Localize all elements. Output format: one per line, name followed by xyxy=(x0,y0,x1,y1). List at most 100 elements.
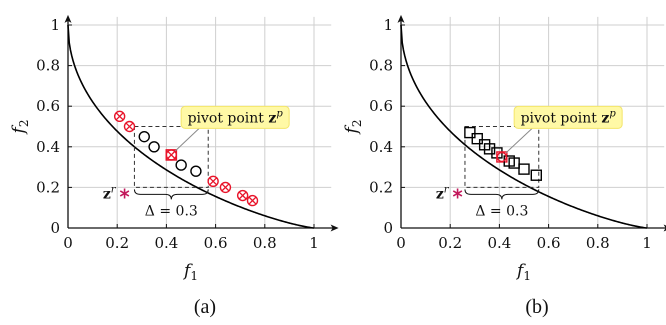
reference-label: zr xyxy=(436,184,450,202)
delta-brace xyxy=(133,189,209,200)
y-axis-label-sub: 2 xyxy=(17,120,31,128)
preference-box xyxy=(464,126,540,188)
reference-star-stroke xyxy=(452,190,463,197)
solution-point xyxy=(464,126,476,139)
x-tick-label: 0.6 xyxy=(204,234,228,252)
y-axis-label-main: f xyxy=(342,124,362,135)
cross-stroke xyxy=(209,177,218,186)
x-tick-label: 0.8 xyxy=(586,234,610,252)
y-tick-label: 0.4 xyxy=(36,138,60,156)
x-axis-arrow xyxy=(330,224,339,232)
pivot-point-marker xyxy=(165,149,178,161)
reference-label-main: z xyxy=(436,186,444,202)
pivot-label-sup: p xyxy=(609,108,616,119)
reference-point-marker xyxy=(119,188,130,199)
y-tick-label: 0.8 xyxy=(36,57,60,75)
pivot-callout-box xyxy=(513,105,623,129)
pivot-callout-pointer xyxy=(505,127,533,154)
selected-cross xyxy=(125,122,134,131)
reference-point-marker xyxy=(452,188,463,199)
y-tick-label: 0.2 xyxy=(36,178,60,196)
pivot-label-sup: p xyxy=(276,108,283,119)
pivot-label-z: z xyxy=(268,110,276,126)
y-tick-label: 0.2 xyxy=(369,178,393,196)
y-axis-label-sub: 2 xyxy=(350,120,364,128)
x-axis-label-sub: 1 xyxy=(190,269,198,283)
pareto-front-curve xyxy=(400,24,648,229)
x-tick-label: 0 xyxy=(63,234,73,252)
panel-caption: (b) xyxy=(525,296,548,318)
x-tick-label: 0.4 xyxy=(487,234,511,252)
y-axis-arrow xyxy=(397,14,405,23)
x-tick-label: 0.8 xyxy=(253,234,277,252)
y-axis-label-main: f xyxy=(9,124,29,135)
cross-stroke xyxy=(115,112,124,121)
reference-label-sup: r xyxy=(111,184,117,195)
cross-stroke xyxy=(238,191,247,200)
solution-point xyxy=(518,163,530,175)
delta-label: Δ = 0.3 xyxy=(475,203,528,219)
x-axis-label: f1 xyxy=(182,261,198,283)
solution-point xyxy=(175,159,187,171)
y-tick-label: 0.8 xyxy=(369,57,393,75)
solution-point xyxy=(530,169,542,181)
x-axis-arrow xyxy=(663,224,666,232)
reference-star-stroke xyxy=(119,190,130,197)
cross-stroke xyxy=(248,196,257,205)
panel-caption: (a) xyxy=(194,296,216,318)
x-tick-label: 1 xyxy=(642,234,652,252)
delta-label: Δ = 0.3 xyxy=(145,203,198,219)
solution-point xyxy=(138,130,150,143)
pareto-front-curve xyxy=(67,24,315,229)
x-axis-label-main: f xyxy=(182,261,193,281)
y-tick-label: 1 xyxy=(383,16,393,34)
solution-point xyxy=(471,132,483,145)
solution-point xyxy=(190,165,202,177)
selected-cross xyxy=(115,112,124,121)
preference-box xyxy=(133,126,209,188)
x-axis-label: f1 xyxy=(515,261,531,283)
x-tick-label: 1 xyxy=(309,234,319,252)
y-axis-label: f2 xyxy=(9,120,31,136)
solution-point xyxy=(483,143,496,155)
selected-cross xyxy=(209,177,218,186)
selected-cross xyxy=(248,196,257,205)
pivot-callout-box xyxy=(180,105,290,129)
pivot-callout-label: pivot point zp xyxy=(188,108,284,126)
pivot-callout-pointer xyxy=(174,127,200,152)
x-tick-label: 0.2 xyxy=(438,234,462,252)
y-tick-label: 0.4 xyxy=(369,138,393,156)
x-axis-label-sub: 1 xyxy=(523,269,531,283)
reference-label-sup: r xyxy=(444,184,450,195)
x-tick-label: 0 xyxy=(396,234,406,252)
cross-stroke xyxy=(221,183,230,192)
cross-stroke xyxy=(167,150,176,159)
y-tick-label: 0.6 xyxy=(369,97,393,115)
y-tick-label: 1 xyxy=(50,16,60,34)
solution-point xyxy=(508,157,520,169)
x-tick-label: 0.4 xyxy=(154,234,178,252)
reference-label: zr xyxy=(103,184,117,202)
y-tick-label: 0.6 xyxy=(36,97,60,115)
solution-point xyxy=(148,141,160,153)
delta-brace xyxy=(464,189,540,200)
pivot-label-z: z xyxy=(601,110,609,126)
pivot-callout-label: pivot point zp xyxy=(521,108,617,126)
x-axis-label-main: f xyxy=(515,261,526,281)
y-axis-label: f2 xyxy=(342,120,364,136)
reference-label-main: z xyxy=(103,186,111,202)
pivot-point-marker xyxy=(496,151,508,163)
selected-cross xyxy=(238,191,247,200)
y-axis-arrow xyxy=(64,14,72,23)
y-tick-label: 0 xyxy=(50,219,60,237)
selected-cross xyxy=(221,183,230,192)
x-tick-label: 0.2 xyxy=(105,234,129,252)
cross-stroke xyxy=(125,122,134,131)
selected-cross xyxy=(167,150,176,159)
pivot-label-text: pivot point xyxy=(188,110,269,126)
